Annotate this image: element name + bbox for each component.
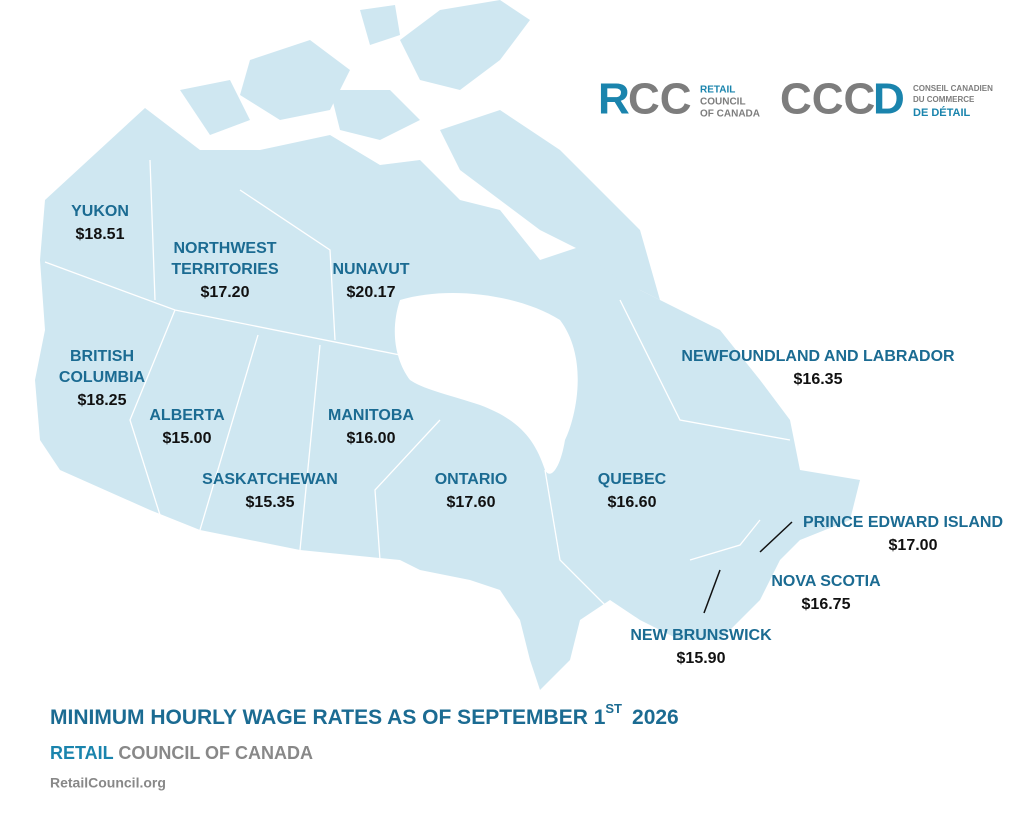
region-name: COLUMBIA: [59, 369, 146, 386]
region-name: SASKATCHEWAN: [202, 471, 338, 488]
border: [199, 334, 259, 531]
region-name: PRINCE EDWARD ISLAND: [803, 514, 1003, 531]
region-name: NORTHWEST: [173, 240, 276, 257]
arctic-island: [360, 5, 400, 45]
logo-mark: CCC: [780, 75, 875, 124]
title-year: 2026: [632, 706, 679, 729]
region-name: NEW BRUNSWICK: [630, 627, 772, 644]
logo-mark: R: [598, 75, 630, 124]
leader-line: [759, 521, 793, 553]
region-name: NEWFOUNDLAND AND LABRADOR: [681, 348, 955, 365]
region-wage: $18.51: [76, 226, 125, 243]
region-wage: $16.35: [794, 371, 843, 388]
region-name: NUNAVUT: [332, 261, 409, 278]
baffin-island: [440, 110, 660, 300]
border: [129, 309, 176, 516]
title-text: MINIMUM HOURLY WAGE RATES AS OF SEPTEMBE…: [50, 706, 606, 729]
logo-text: OF CANADA: [700, 109, 760, 120]
hudson-bay: [394, 292, 578, 474]
leader-line: [703, 569, 721, 614]
region-wage: $17.20: [201, 284, 250, 301]
arctic-island: [180, 80, 250, 135]
logo-text: RETAIL: [700, 85, 735, 96]
logo-text: DE DÉTAIL: [913, 106, 971, 119]
border: [149, 159, 156, 301]
logo-mark: D: [873, 75, 905, 124]
logo-rcc: R CC RETAIL COUNCIL OF CANADA: [598, 75, 760, 124]
border: [619, 299, 791, 441]
border: [299, 344, 321, 551]
arctic-island: [330, 90, 420, 140]
borders: [44, 159, 791, 611]
region-wage: $18.25: [78, 392, 127, 409]
region-wage: $16.60: [608, 494, 657, 511]
logo-cccd: CCC D CONSEIL CANADIEN DU COMMERCE DE DÉ…: [780, 75, 993, 124]
ellesmere-island: [400, 0, 530, 90]
map: [35, 0, 860, 690]
org-primary: RETAIL: [50, 743, 114, 763]
region-name: NOVA SCOTIA: [771, 573, 881, 590]
footer-title: MINIMUM HOURLY WAGE RATES AS OF SEPTEMBE…: [50, 701, 679, 728]
region-wage: $15.90: [677, 650, 726, 667]
border: [374, 419, 441, 561]
region-wage: $16.00: [347, 430, 396, 447]
region-name: YUKON: [71, 203, 129, 220]
region-wage: $15.00: [163, 430, 212, 447]
region-wage: $17.00: [889, 537, 938, 554]
region-name: QUEBEC: [598, 471, 667, 488]
region-labels: YUKON $18.51 NORTHWEST TERRITORIES $17.20 NUN…: [59, 203, 1003, 667]
logo-text: DU COMMERCE: [913, 95, 975, 104]
logo-text: COUNCIL: [700, 97, 746, 108]
region-wage: $20.17: [347, 284, 396, 301]
org-name: RETAIL COUNCIL OF CANADA: [50, 743, 313, 763]
logo-text: CONSEIL CANADIEN: [913, 84, 993, 93]
org-secondary: COUNCIL OF CANADA: [118, 743, 313, 763]
logo-mark: CC: [628, 75, 692, 124]
region-wage: $16.75: [802, 596, 851, 613]
title-superscript: ST: [605, 701, 622, 716]
border: [689, 519, 761, 561]
border: [544, 469, 611, 611]
website-url: RetailCouncil.org: [50, 775, 166, 791]
mainland: [35, 108, 860, 690]
region-name: ONTARIO: [435, 471, 508, 488]
region-name: ALBERTA: [149, 407, 225, 424]
region-wage: $15.35: [246, 494, 295, 511]
arctic-island: [240, 40, 350, 120]
region-name: BRITISH: [70, 348, 134, 365]
region-name: MANITOBA: [328, 407, 414, 424]
border: [239, 189, 336, 341]
region-wage: $17.60: [447, 494, 496, 511]
region-name: TERRITORIES: [171, 261, 279, 278]
